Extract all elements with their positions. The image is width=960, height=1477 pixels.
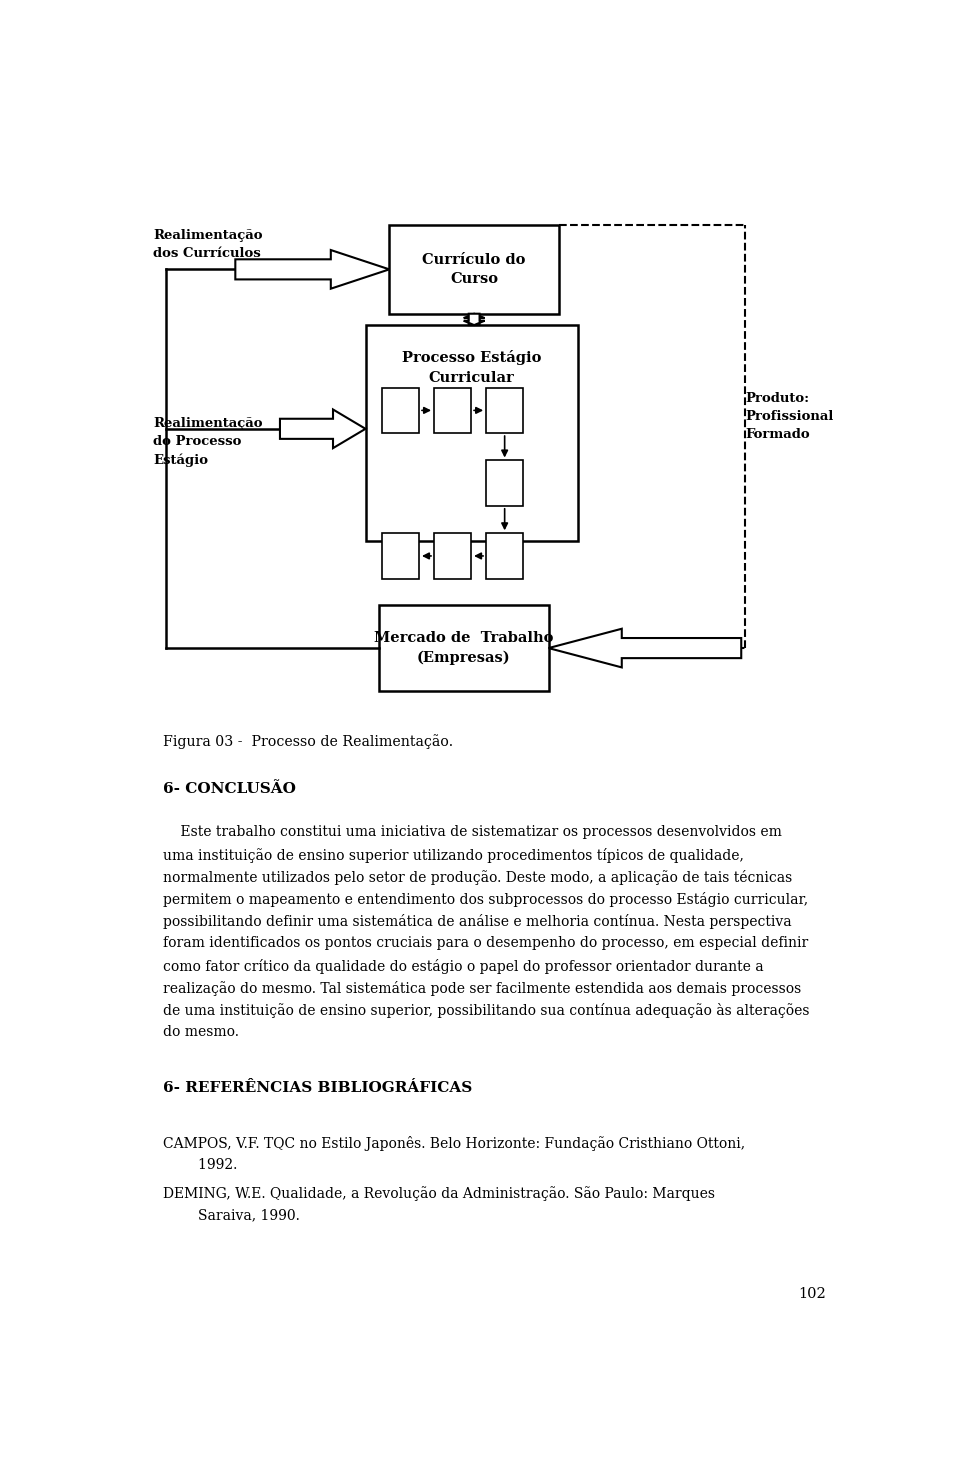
Text: como fator crítico da qualidade do estágio o papel do professor orientador duran: como fator crítico da qualidade do estág…	[163, 959, 764, 973]
Bar	[366, 325, 578, 541]
Text: 6- REFERÊNCIAS BIBLIOGRÁFICAS: 6- REFERÊNCIAS BIBLIOGRÁFICAS	[163, 1081, 472, 1096]
Text: Saraiva, 1990.: Saraiva, 1990.	[163, 1208, 300, 1221]
Text: Este trabalho constitui uma iniciativa de sistematizar os processos desenvolvido: Este trabalho constitui uma iniciativa d…	[163, 826, 782, 839]
Bar	[382, 387, 420, 433]
Polygon shape	[235, 250, 390, 288]
Text: 1992.: 1992.	[163, 1158, 237, 1173]
Text: Mercado de  Trabalho
(Empresas): Mercado de Trabalho (Empresas)	[374, 631, 553, 665]
Bar	[434, 387, 471, 433]
Bar	[434, 533, 471, 579]
Text: foram identificados os pontos cruciais para o desempenho do processo, em especia: foram identificados os pontos cruciais p…	[163, 936, 808, 950]
Text: uma instituição de ensino superior utilizando procedimentos típicos de qualidade: uma instituição de ensino superior utili…	[163, 848, 744, 863]
Polygon shape	[280, 409, 366, 448]
Text: possibilitando definir uma sistemática de análise e melhoria contínua. Nesta per: possibilitando definir uma sistemática d…	[163, 914, 792, 929]
Text: do mesmo.: do mesmo.	[163, 1025, 239, 1040]
Text: Figura 03 -  Processo de Realimentação.: Figura 03 - Processo de Realimentação.	[163, 734, 453, 749]
Text: Produto:
Profissional
Formado: Produto: Profissional Formado	[745, 391, 833, 440]
Text: Currículo do
Curso: Currículo do Curso	[422, 253, 526, 287]
Polygon shape	[548, 629, 741, 668]
Bar	[486, 533, 523, 579]
Text: permitem o mapeamento e entendimento dos subprocessos do processo Estágio curric: permitem o mapeamento e entendimento dos…	[163, 892, 808, 907]
Text: 102: 102	[798, 1286, 826, 1301]
Text: Realimentação
do Processo
Estágio: Realimentação do Processo Estágio	[154, 418, 263, 467]
Text: de uma instituição de ensino superior, possibilitando sua contínua adequação às : de uma instituição de ensino superior, p…	[163, 1003, 809, 1018]
Bar	[390, 225, 559, 313]
Polygon shape	[464, 313, 485, 325]
Bar	[486, 387, 523, 433]
Text: DEMING, W.E. Qualidade, a Revolução da Administração. São Paulo: Marques: DEMING, W.E. Qualidade, a Revolução da A…	[163, 1186, 715, 1201]
Bar	[486, 461, 523, 507]
Text: Realimentação
dos Currículos: Realimentação dos Currículos	[154, 229, 263, 260]
Text: realização do mesmo. Tal sistemática pode ser facilmente estendida aos demais pr: realização do mesmo. Tal sistemática pod…	[163, 981, 802, 995]
Text: Processo Estágio
Curricular: Processo Estágio Curricular	[402, 350, 541, 384]
Text: 6- CONCLUSÃO: 6- CONCLUSÃO	[163, 783, 296, 796]
Text: CAMPOS, V.F. TQC no Estilo Japonês. Belo Horizonte: Fundação Cristhiano Ottoni,: CAMPOS, V.F. TQC no Estilo Japonês. Belo…	[163, 1136, 745, 1151]
Polygon shape	[464, 313, 485, 325]
Bar	[382, 533, 420, 579]
Bar	[379, 606, 548, 691]
Text: normalmente utilizados pelo setor de produção. Deste modo, a aplicação de tais t: normalmente utilizados pelo setor de pro…	[163, 870, 792, 885]
